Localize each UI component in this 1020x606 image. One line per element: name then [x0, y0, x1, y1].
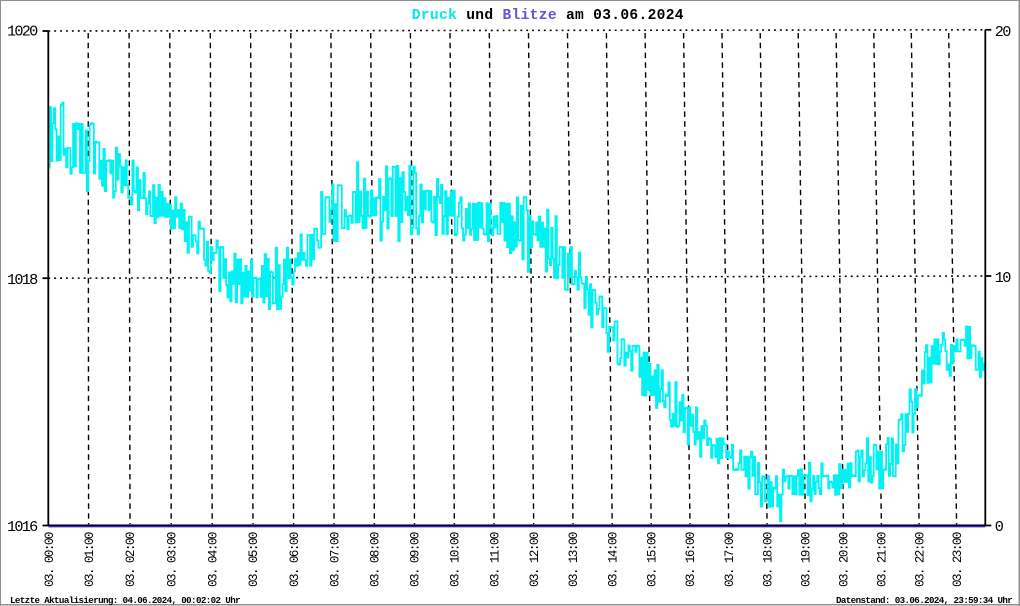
- svg-text:03. 09:00: 03. 09:00: [409, 532, 423, 587]
- svg-text:03. 10:00: 03. 10:00: [449, 532, 463, 587]
- svg-text:03. 03:00: 03. 03:00: [165, 532, 179, 587]
- svg-text:03. 06:00: 03. 06:00: [288, 532, 302, 587]
- svg-text:03. 04:00: 03. 04:00: [206, 532, 220, 587]
- svg-text:03. 05:00: 03. 05:00: [247, 532, 261, 587]
- svg-text:Druck und Blitze am 03.06.2024: Druck und Blitze am 03.06.2024: [412, 8, 684, 24]
- svg-text:03. 11:00: 03. 11:00: [488, 532, 502, 587]
- svg-text:0: 0: [995, 518, 1004, 536]
- svg-text:1018: 1018: [7, 271, 38, 289]
- svg-text:03. 16:00: 03. 16:00: [684, 532, 698, 587]
- svg-text:1020: 1020: [7, 23, 38, 41]
- svg-text:1016: 1016: [7, 518, 38, 536]
- svg-text:10: 10: [995, 269, 1011, 287]
- svg-text:03. 18:00: 03. 18:00: [761, 532, 775, 587]
- svg-text:03. 07:00: 03. 07:00: [328, 532, 342, 587]
- svg-text:03. 02:00: 03. 02:00: [124, 532, 138, 587]
- svg-text:Letzte Aktualisierung: 04.06.2: Letzte Aktualisierung: 04.06.2024, 00:02…: [10, 595, 240, 606]
- svg-text:03. 00:00: 03. 00:00: [43, 532, 57, 587]
- svg-text:03. 22:00: 03. 22:00: [913, 532, 927, 587]
- svg-text:03. 21:00: 03. 21:00: [876, 532, 890, 587]
- svg-text:Datenstand: 03.06.2024, 23:59:: Datenstand: 03.06.2024, 23:59:34 Uhr: [836, 595, 1012, 606]
- svg-text:03. 23:00: 03. 23:00: [951, 532, 965, 587]
- svg-text:03. 15:00: 03. 15:00: [645, 532, 659, 587]
- svg-text:03. 14:00: 03. 14:00: [606, 532, 620, 587]
- svg-text:03. 20:00: 03. 20:00: [838, 532, 852, 587]
- svg-text:03. 01:00: 03. 01:00: [83, 532, 97, 587]
- svg-text:03. 13:00: 03. 13:00: [567, 532, 581, 587]
- svg-text:03. 19:00: 03. 19:00: [800, 532, 814, 587]
- svg-text:03. 08:00: 03. 08:00: [369, 532, 383, 587]
- svg-text:20: 20: [995, 23, 1011, 41]
- svg-text:03. 17:00: 03. 17:00: [723, 532, 737, 587]
- svg-text:03. 12:00: 03. 12:00: [528, 532, 542, 587]
